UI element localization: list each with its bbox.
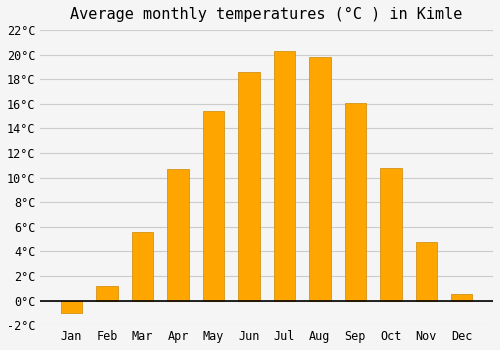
- Bar: [344, 103, 366, 301]
- Bar: [203, 111, 224, 301]
- Bar: [416, 241, 437, 301]
- Bar: [132, 232, 153, 301]
- Bar: [61, 301, 82, 313]
- Bar: [238, 72, 260, 301]
- Bar: [274, 51, 295, 301]
- Bar: [451, 294, 472, 301]
- Title: Average monthly temperatures (°C ) in Kimle: Average monthly temperatures (°C ) in Ki…: [70, 7, 463, 22]
- Bar: [310, 57, 330, 301]
- Bar: [168, 169, 188, 301]
- Bar: [96, 286, 117, 301]
- Bar: [380, 168, 402, 301]
